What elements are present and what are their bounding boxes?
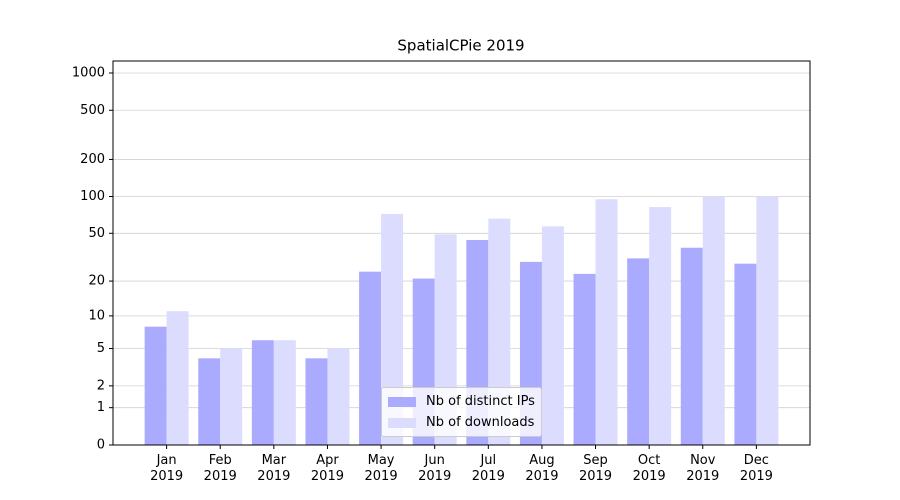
- bar: [734, 263, 757, 445]
- y-tick-label: 500: [80, 103, 105, 118]
- x-tick-label: Oct 2019: [632, 453, 666, 484]
- bar: [649, 207, 672, 445]
- legend: Nb of distinct IPs Nb of downloads: [381, 387, 542, 437]
- bar: [305, 358, 328, 445]
- x-tick-label: Jun 2019: [418, 453, 452, 484]
- bar: [144, 326, 167, 445]
- bar: [541, 226, 564, 445]
- bar: [595, 199, 618, 445]
- bar: [680, 247, 703, 445]
- x-tick-label: Feb 2019: [203, 453, 237, 484]
- bar: [273, 340, 296, 445]
- bar: [198, 358, 221, 445]
- x-tick-label: May 2019: [364, 453, 398, 484]
- plot-frame: [112, 60, 811, 446]
- x-tick-label: Sep 2019: [578, 453, 613, 484]
- x-tick-label: Apr 2019: [310, 453, 344, 484]
- legend-item: Nb of downloads: [388, 412, 535, 433]
- x-tick-label: Dec 2019: [739, 453, 773, 484]
- x-tick-label: Nov 2019: [686, 453, 720, 484]
- legend-label: Nb of downloads: [426, 415, 535, 430]
- bar: [251, 340, 274, 445]
- y-tick-label: 20: [88, 274, 105, 289]
- bar: [573, 273, 596, 445]
- y-tick-label: 1: [97, 400, 105, 415]
- legend-item: Nb of distinct IPs: [388, 391, 535, 412]
- x-tick-label: Mar 2019: [257, 453, 291, 484]
- bar: [627, 258, 650, 445]
- y-tick-label: 200: [80, 152, 105, 167]
- bar: [702, 196, 725, 445]
- x-tick-label: Aug 2019: [525, 453, 559, 484]
- legend-swatch: [388, 396, 416, 407]
- y-tick-label: 2: [97, 378, 105, 393]
- bar: [327, 348, 350, 445]
- y-tick-label: 10: [88, 308, 105, 323]
- y-tick-label: 0: [97, 438, 105, 453]
- y-tick-label: 100: [80, 189, 105, 204]
- bar: [166, 311, 189, 445]
- bar: [220, 348, 243, 445]
- legend-swatch: [388, 417, 416, 428]
- chart-title: SpatialCPie 2019: [397, 37, 524, 55]
- y-tick-label: 1000: [72, 66, 105, 81]
- y-tick-label: 50: [88, 226, 105, 241]
- y-tick-label: 5: [97, 341, 105, 356]
- x-tick-label: Jan 2019: [150, 453, 184, 484]
- bar: [756, 196, 779, 445]
- legend-label: Nb of distinct IPs: [426, 394, 535, 409]
- x-tick-label: Jul 2019: [471, 453, 505, 484]
- bar: [359, 271, 382, 445]
